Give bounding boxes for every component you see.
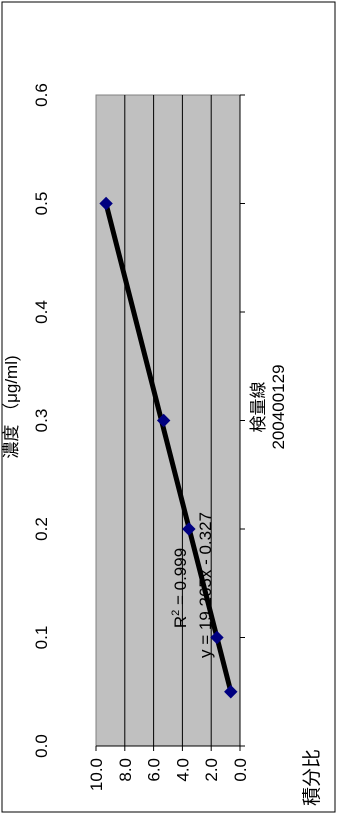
y-tick-label: 8.0 xyxy=(116,758,135,782)
axes: 0.0 2.0 4.0 6.0 8.0 10.0 0.0 0.1 0.2 0.3 0.4 0.5 0.6 xyxy=(32,83,250,791)
x-tick-label: 0.3 xyxy=(32,409,51,433)
x-tick-label: 0.1 xyxy=(32,626,51,650)
x-tick-label: 0.0 xyxy=(32,734,51,758)
series xyxy=(99,196,238,699)
y-tick-label: 2.0 xyxy=(202,758,221,782)
chart-subtitle: 検量線 xyxy=(249,382,268,433)
y-axis-label: 積分比 xyxy=(301,749,323,806)
y-tick-label: 6.0 xyxy=(145,758,164,782)
data-point xyxy=(182,522,196,536)
trendline-equation: y = 19.265x - 0.327 xyxy=(196,512,215,658)
chart-rotated-group: 0.0 2.0 4.0 6.0 8.0 10.0 0.0 0.1 0.2 0.3 0.4 0.5 0.6… xyxy=(2,83,323,806)
trendline xyxy=(103,201,234,695)
x-tick-label: 0.2 xyxy=(32,517,51,541)
y-tick-label: 10.0 xyxy=(87,758,106,791)
data-point xyxy=(156,413,171,428)
r-squared-label: R2 = 0.999 xyxy=(170,548,190,628)
data-point xyxy=(99,196,113,211)
chart-title: 200400129 xyxy=(269,364,288,449)
x-tick-label: 0.4 xyxy=(32,300,51,324)
r-squared-r: R xyxy=(171,616,190,628)
data-point xyxy=(210,630,224,645)
y-tick-label: 0.0 xyxy=(231,758,250,782)
x-tick-label: 0.6 xyxy=(32,83,51,107)
x-tick-label: 0.5 xyxy=(32,192,51,216)
grid-lines xyxy=(124,95,212,746)
r-squared-value: = 0.999 xyxy=(171,548,190,610)
y-tick-label: 4.0 xyxy=(173,758,192,782)
r-squared-exponent: 2 xyxy=(170,610,182,616)
x-axis-label: 濃度 （μg/ml) xyxy=(2,355,21,458)
data-point xyxy=(224,685,238,699)
